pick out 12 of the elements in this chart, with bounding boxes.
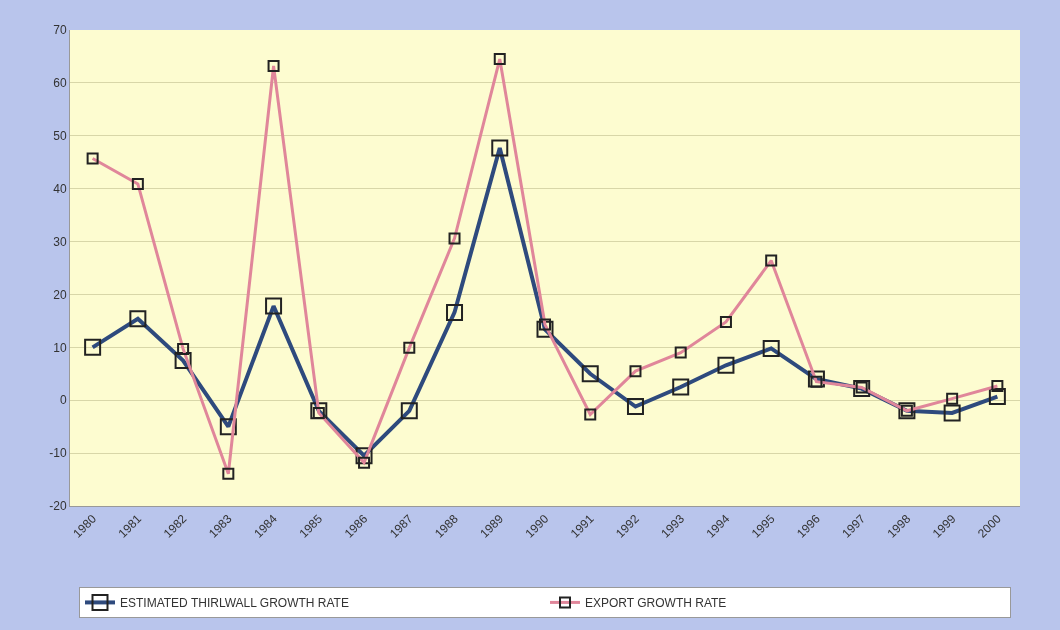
y-tick-label: 60: [53, 76, 67, 91]
y-tick-label: 50: [53, 128, 67, 143]
y-tick-label: 70: [53, 23, 67, 38]
y-tick-label: 40: [53, 181, 67, 196]
y-tick-label: -20: [49, 499, 67, 514]
y-tick-label: 20: [53, 287, 67, 302]
y-tick-label: 10: [53, 340, 67, 355]
legend-label: ESTIMATED THIRLWALL GROWTH RATE: [120, 596, 349, 611]
legend-label: EXPORT GROWTH RATE: [585, 596, 727, 611]
y-tick-label: 30: [53, 234, 67, 249]
y-tick-label: 0: [59, 393, 67, 408]
y-tick-label: -10: [49, 446, 67, 461]
